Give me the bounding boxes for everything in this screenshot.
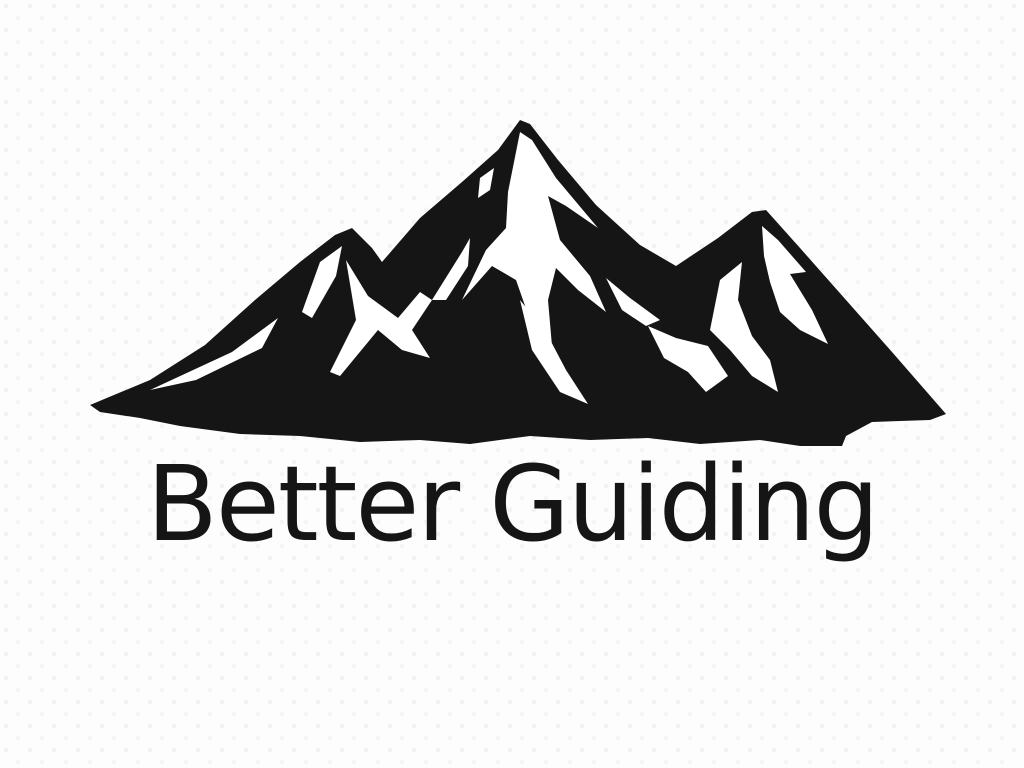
snow-streak — [762, 226, 828, 344]
snow-streak — [478, 168, 494, 198]
snow-streak — [432, 238, 470, 300]
snow-streak — [462, 132, 606, 346]
snow-streak — [710, 262, 778, 392]
brand-wordmark: Better Guiding — [146, 443, 880, 565]
snow-streak — [520, 300, 588, 404]
snow-streak — [606, 278, 660, 326]
snow-streak — [302, 246, 342, 318]
snow-streak — [330, 260, 432, 376]
snow-streak — [648, 326, 728, 392]
